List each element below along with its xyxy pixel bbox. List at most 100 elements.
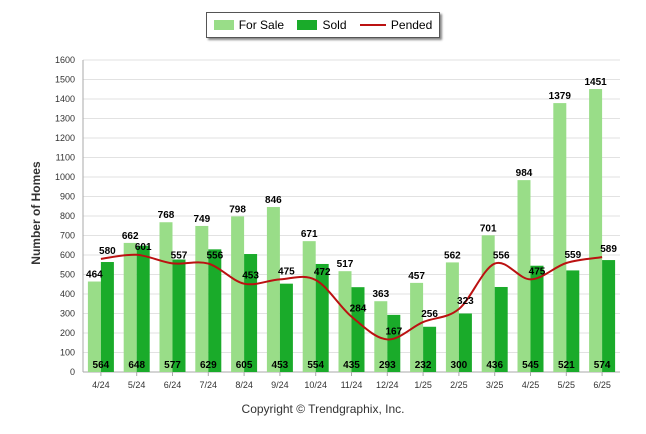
bar-sold <box>566 270 580 372</box>
data-label-sold: 545 <box>522 360 539 371</box>
y-tick-label: 500 <box>60 270 75 280</box>
bar-for-sale <box>410 282 424 372</box>
legend-item-pended: Pended <box>359 18 433 32</box>
x-tick-label: 5/24 <box>128 380 146 390</box>
x-tick-label: 7/24 <box>200 380 218 390</box>
bar-sold <box>494 286 508 372</box>
bar-sold <box>423 326 437 372</box>
bar-sold <box>136 245 150 372</box>
bar-sold <box>100 262 114 372</box>
data-label-sold: 554 <box>307 360 324 371</box>
y-tick-label: 1100 <box>56 153 75 163</box>
data-label-pended: 559 <box>564 250 581 261</box>
data-label-for-sale: 846 <box>265 195 282 206</box>
data-label-for-sale: 1451 <box>584 77 607 88</box>
legend: For Sale Sold Pended <box>206 12 440 38</box>
bar-for-sale <box>589 89 603 373</box>
y-tick-label: 0 <box>70 367 75 377</box>
bar-sold <box>387 314 401 372</box>
x-tick-label: 5/25 <box>558 380 576 390</box>
x-tick-label: 11/24 <box>341 380 363 390</box>
y-tick-label: 1500 <box>55 75 75 85</box>
x-tick-label: 6/25 <box>593 380 611 390</box>
data-label-for-sale: 363 <box>372 289 389 300</box>
x-tick-label: 1/25 <box>414 380 432 390</box>
data-label-sold: 293 <box>379 360 396 371</box>
data-label-sold: 521 <box>558 360 575 371</box>
data-label-for-sale: 464 <box>86 270 103 281</box>
y-tick-label: 1600 <box>55 55 75 65</box>
legend-label-for-sale: For Sale <box>238 18 285 32</box>
data-label-for-sale: 749 <box>193 214 210 225</box>
legend-swatch-for-sale <box>213 20 234 30</box>
bar-for-sale <box>123 242 137 372</box>
data-label-pended: 556 <box>493 251 510 262</box>
y-tick-label: 1400 <box>55 94 75 104</box>
bar-sold <box>602 260 616 372</box>
y-axis-label: Number of Homes <box>29 161 43 265</box>
y-tick-label: 1300 <box>55 114 75 124</box>
bar-for-sale <box>481 235 495 372</box>
data-label-sold: 605 <box>236 360 253 371</box>
bar-sold <box>458 313 472 372</box>
y-tick-label: 300 <box>60 309 75 319</box>
x-tick-label: 9/24 <box>271 380 289 390</box>
data-label-sold: 574 <box>594 360 611 371</box>
data-label-sold: 648 <box>128 360 145 371</box>
data-label-sold: 453 <box>272 360 289 371</box>
y-tick-label: 600 <box>60 250 75 260</box>
bar-for-sale <box>338 271 352 372</box>
data-label-pended: 601 <box>135 242 152 253</box>
data-label-for-sale: 984 <box>516 168 533 179</box>
bar-for-sale <box>195 225 209 372</box>
data-label-pended: 475 <box>278 266 295 277</box>
bar-sold <box>172 259 186 372</box>
data-label-sold: 435 <box>343 360 360 371</box>
bar-for-sale <box>87 281 101 372</box>
bar-sold <box>208 249 222 372</box>
legend-label-pended: Pended <box>390 18 433 32</box>
line-pended <box>100 253 603 341</box>
legend-item-sold: Sold <box>297 18 347 32</box>
bar-for-sale <box>374 301 388 372</box>
data-label-pended: 323 <box>457 296 474 307</box>
x-tick-label: 12/24 <box>376 380 399 390</box>
data-label-pended: 556 <box>206 251 223 262</box>
data-label-pended: 472 <box>314 267 331 278</box>
bar-for-sale <box>553 103 567 372</box>
data-label-for-sale: 671 <box>301 229 318 240</box>
legend-swatch-pended <box>359 24 386 26</box>
y-tick-label: 200 <box>60 328 75 338</box>
data-label-for-sale: 517 <box>337 259 354 270</box>
bar-sold <box>530 265 544 372</box>
y-tick-label: 1000 <box>55 172 75 182</box>
data-label-for-sale: 798 <box>229 204 246 215</box>
data-label-sold: 629 <box>200 360 217 371</box>
legend-item-for-sale: For Sale <box>213 18 285 32</box>
x-tick-label: 4/25 <box>522 380 540 390</box>
x-tick-label: 10/24 <box>304 380 327 390</box>
x-tick-label: 6/24 <box>164 380 182 390</box>
x-tick-label: 8/24 <box>235 380 253 390</box>
data-label-sold: 436 <box>486 360 503 371</box>
y-tick-label: 400 <box>60 289 75 299</box>
data-label-sold: 300 <box>451 360 468 371</box>
x-tick-label: 3/25 <box>486 380 504 390</box>
data-label-for-sale: 562 <box>444 250 461 261</box>
data-label-for-sale: 701 <box>480 223 497 234</box>
bar-for-sale <box>302 241 316 372</box>
data-label-pended: 589 <box>600 244 617 255</box>
y-tick-label: 900 <box>60 192 75 202</box>
bar-sold <box>315 263 329 372</box>
x-tick-label: 4/24 <box>92 380 110 390</box>
y-tick-label: 100 <box>60 348 75 358</box>
bar-sold <box>351 287 365 372</box>
data-label-sold: 232 <box>415 360 432 371</box>
bar-for-sale <box>159 222 173 372</box>
bar-for-sale <box>517 180 531 372</box>
data-label-pended: 167 <box>385 326 402 337</box>
data-label-pended: 475 <box>529 266 546 277</box>
data-label-pended: 284 <box>350 304 367 315</box>
data-label-pended: 557 <box>171 250 188 261</box>
bar-for-sale <box>445 262 459 372</box>
